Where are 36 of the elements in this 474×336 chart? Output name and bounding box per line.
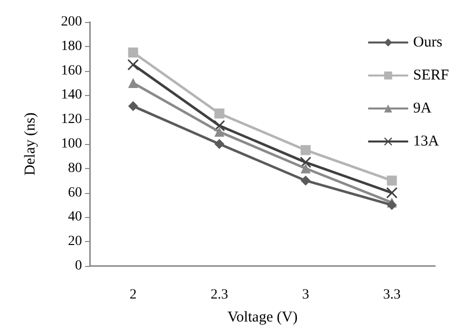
- x-tick-label: 3.3: [383, 288, 401, 302]
- y-tick-label: 140: [61, 88, 82, 103]
- y-axis-title: Delay (ns): [22, 112, 38, 176]
- point: [300, 156, 312, 168]
- y-tick-label: 100: [61, 136, 82, 152]
- point: [386, 200, 397, 210]
- x-axis-title: Voltage (V): [227, 310, 298, 326]
- y-tick-label: 40: [68, 210, 82, 225]
- legend-label: SERF: [413, 68, 450, 84]
- point: [128, 48, 138, 58]
- point: [128, 101, 138, 112]
- y-tick-label: 180: [61, 38, 82, 54]
- point: [214, 126, 224, 137]
- y-tick-label: 20: [68, 234, 82, 250]
- x-tick-label: 2.3: [210, 288, 228, 302]
- point: [300, 145, 311, 156]
- point: [386, 187, 398, 198]
- y-tick-label: 160: [61, 63, 82, 78]
- point: [300, 163, 311, 174]
- y-tick-label: 80: [68, 160, 82, 176]
- y-tick-label: 0: [75, 258, 82, 274]
- point: [386, 176, 397, 186]
- point: [128, 59, 139, 70]
- x-tick-label: 3: [302, 288, 310, 302]
- point: [214, 139, 224, 149]
- point: [128, 78, 138, 88]
- legend-label: 9A: [413, 100, 432, 116]
- legend-label: Ours: [413, 34, 442, 50]
- point: [300, 176, 311, 186]
- y-tick-label: 120: [61, 112, 82, 128]
- legend-label: 13A: [413, 134, 440, 150]
- x-tick-label: 2: [130, 288, 137, 302]
- y-tick-label: 60: [68, 185, 82, 200]
- point: [214, 108, 224, 118]
- y-tick-label: 200: [61, 14, 82, 30]
- point: [214, 120, 225, 132]
